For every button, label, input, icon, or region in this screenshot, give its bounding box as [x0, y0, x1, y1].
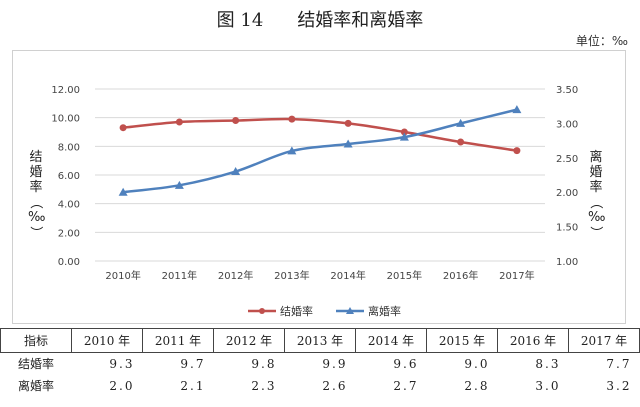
- table-cell: 3.0: [535, 378, 561, 393]
- marriage-rate-line: [122, 117, 518, 152]
- table-header-year: 2011 年: [142, 328, 214, 353]
- table-header-year: 2012 年: [213, 328, 285, 353]
- data-table: 指标 2010 年 2011 年 2012 年 2013 年 2014 年 2015 年 20…: [0, 328, 640, 397]
- marriage-rate-point: [232, 117, 240, 125]
- table-cell: 3.2: [606, 378, 632, 393]
- divorce-rate-point: [174, 180, 184, 189]
- divorce-rate-point: [231, 167, 241, 176]
- table-row-label: 离婚率: [17, 379, 54, 393]
- right-tick-label: 3.50: [556, 85, 578, 96]
- marriage-rate-point: [119, 124, 127, 132]
- table-header-year: 2016 年: [497, 328, 569, 353]
- divorce-rate-line: [122, 108, 518, 194]
- x-tick-label: 2014年: [330, 269, 365, 282]
- legend-label-marriage: 结婚率: [280, 304, 313, 318]
- x-tick-label: 2012年: [218, 269, 253, 282]
- table-cell: 9.6: [393, 356, 419, 371]
- table-header-year: 2014 年: [355, 328, 427, 353]
- divorce-rate-point: [399, 132, 409, 141]
- left-tick-label: 8.00: [58, 142, 80, 153]
- x-tick-label: 2013年: [274, 269, 309, 282]
- table-header-year: 2015 年: [426, 328, 498, 353]
- table-cell: 7.7: [606, 356, 632, 371]
- left-tick-label: 6.00: [58, 171, 80, 182]
- left-axis-title: 结婚率（‰）: [28, 150, 46, 240]
- marriage-rate-point: [344, 119, 352, 127]
- divorce-rate-point: [512, 105, 522, 114]
- left-tick-label: 0.00: [58, 257, 80, 268]
- table-row-label: 结婚率: [17, 357, 54, 372]
- table-cell: 9.3: [109, 356, 135, 371]
- line-chart: 0.00 2.00 4.00 6.00 8.00 10.00 12.00 1.00 1.50 2.…: [51, 85, 578, 318]
- table-cell: 2.6: [322, 378, 348, 393]
- table-row: 离婚率 2.0 2.1 2.3 2.6 2.7 2.8 3.0 3.2: [1, 375, 640, 397]
- divorce-rate-point: [343, 139, 353, 148]
- table-cell: 8.3: [535, 356, 561, 371]
- table-header-year: 2017 年: [568, 328, 640, 353]
- table-header-row: 指标 2010 年 2011 年 2012 年 2013 年 2014 年 2015 年 20…: [0, 328, 640, 353]
- x-tick-label: 2011年: [162, 269, 197, 282]
- figure-number: 图 14: [216, 10, 264, 31]
- legend-marker-marriage: [259, 308, 265, 314]
- right-tick-label: 2.00: [556, 188, 578, 199]
- divorce-rate-point: [287, 146, 297, 155]
- table-cell: 9.9: [322, 356, 348, 371]
- marriage-rate-point: [513, 147, 521, 155]
- table-cell: 2.1: [180, 378, 206, 393]
- figure-caption: 结婚率和离婚率: [297, 10, 424, 31]
- table-header-year: 2010 年: [71, 328, 143, 353]
- x-tick-label: 2015年: [387, 269, 422, 282]
- marriage-rate-point: [288, 115, 296, 123]
- marriage-rate-point: [400, 128, 408, 136]
- legend-marker-divorce: [346, 307, 354, 314]
- table-cell: 2.7: [393, 378, 419, 393]
- right-tick-label: 1.50: [556, 223, 578, 234]
- table-cell: 2.8: [464, 378, 490, 393]
- x-tick-label: 2017年: [499, 269, 534, 282]
- figure-title: 图 14 结婚率和离婚率: [0, 6, 640, 32]
- x-tick-label: 2016年: [443, 269, 478, 282]
- left-tick-label: 4.00: [58, 200, 80, 211]
- left-tick-label: 12.00: [51, 85, 80, 96]
- right-tick-label: 3.00: [556, 119, 578, 130]
- table-cell: 2.0: [109, 378, 135, 393]
- marriage-rate-point: [457, 138, 465, 146]
- right-axis-title: 离婚率（‰）: [588, 150, 606, 240]
- unit-label: 单位：‰: [575, 34, 628, 48]
- chart-frame: [12, 50, 626, 324]
- table-cell: 9.8: [251, 356, 277, 371]
- right-tick-label: 1.00: [556, 257, 578, 268]
- right-tick-label: 2.50: [556, 154, 578, 165]
- legend-label-divorce: 离婚率: [368, 304, 401, 318]
- table-cell: 9.0: [464, 356, 490, 371]
- table-header-label: 指标: [0, 328, 72, 353]
- table-cell: 9.7: [180, 356, 206, 371]
- table-cell: 2.3: [251, 378, 277, 393]
- divorce-rate-point: [456, 118, 466, 127]
- table-header-year: 2013 年: [284, 328, 356, 353]
- table-row: 结婚率 9.3 9.7 9.8 9.9 9.6 9.0 8.3 7.7: [1, 353, 640, 375]
- left-tick-label: 2.00: [58, 228, 80, 239]
- left-tick-label: 10.00: [51, 114, 80, 125]
- divorce-rate-point: [118, 187, 128, 196]
- x-tick-label: 2010年: [105, 269, 140, 282]
- marriage-rate-point: [175, 118, 183, 126]
